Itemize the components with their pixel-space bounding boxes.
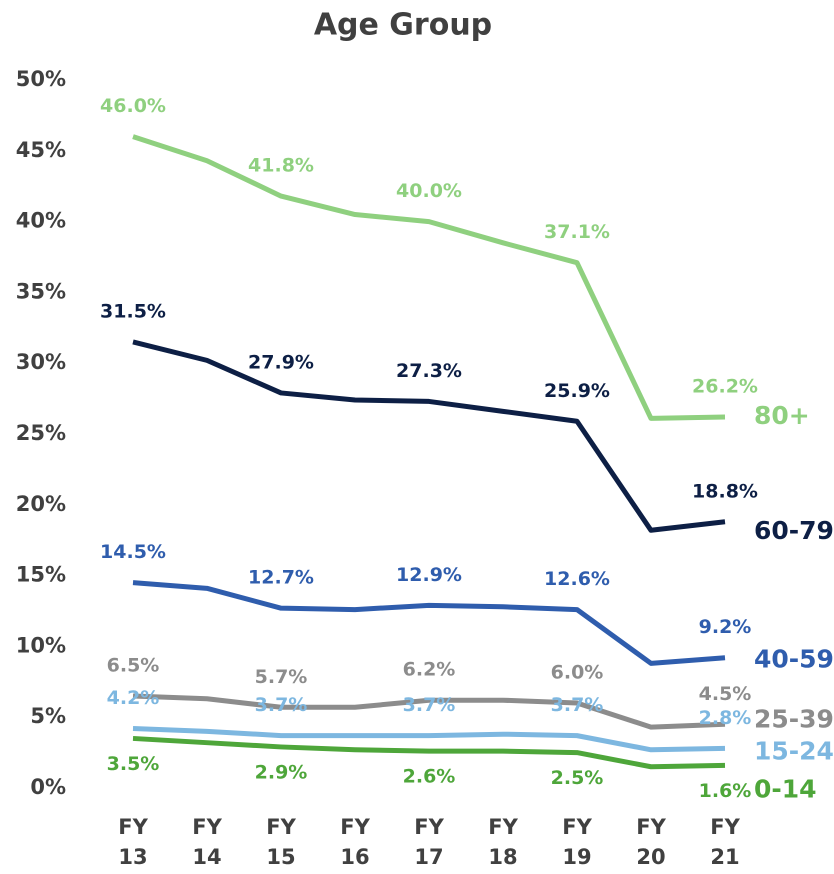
y-tick-label: 15%: [16, 563, 66, 587]
data-label: 41.8%: [248, 155, 314, 177]
data-label: 14.5%: [100, 541, 166, 563]
data-label: 6.2%: [403, 659, 456, 681]
data-label: 6.0%: [551, 662, 604, 684]
y-tick-label: 0%: [30, 775, 66, 799]
data-label: 2.5%: [551, 767, 604, 789]
series-line: [132, 580, 726, 666]
data-label: 4.2%: [107, 687, 160, 709]
x-tick-label: FY 21: [710, 815, 740, 869]
data-label: 27.9%: [248, 351, 314, 373]
data-label: 40.0%: [396, 180, 462, 202]
data-label: 9.2%: [699, 616, 752, 638]
legend-label: 0-14: [754, 774, 817, 803]
y-tick-label: 40%: [16, 209, 66, 233]
series-line: [132, 735, 726, 770]
data-label: 2.6%: [403, 766, 456, 788]
legend-label: 80+: [754, 401, 810, 430]
legend-label: 40-59: [754, 645, 834, 674]
data-label: 25.9%: [544, 380, 610, 402]
x-tick-label: FY 19: [562, 815, 592, 869]
x-tick-label: FY 20: [636, 815, 666, 869]
legend-label: 60-79: [754, 516, 834, 545]
y-tick-label: 35%: [16, 279, 66, 303]
data-label: 46.0%: [100, 95, 166, 117]
data-label: 3.5%: [107, 753, 160, 775]
y-tick-label: 5%: [30, 704, 66, 728]
legend-label: 25-39: [754, 704, 834, 733]
series-line: [132, 339, 726, 533]
y-tick-label: 50%: [16, 67, 66, 91]
x-tick-label: FY 14: [192, 815, 222, 869]
x-tick-label: FY 16: [340, 815, 370, 869]
data-label: 4.5%: [699, 683, 752, 705]
data-label: 18.8%: [692, 480, 758, 502]
data-label: 31.5%: [100, 300, 166, 322]
data-label: 3.7%: [403, 694, 456, 716]
data-label: 2.9%: [255, 761, 308, 783]
data-label: 12.7%: [248, 567, 314, 589]
x-tick-label: FY 17: [414, 815, 444, 869]
data-label: 37.1%: [544, 221, 610, 243]
data-label: 5.7%: [255, 666, 308, 688]
x-tick-label: FY 18: [488, 815, 518, 869]
x-tick-label: FY 13: [118, 815, 148, 869]
data-label: 12.9%: [396, 564, 462, 586]
y-tick-label: 30%: [16, 350, 66, 374]
y-tick-label: 45%: [16, 138, 66, 162]
series-line: [132, 134, 726, 421]
series-line: [132, 726, 726, 753]
chart-title: Age Group: [314, 8, 492, 43]
data-label: 3.7%: [551, 694, 604, 716]
data-label: 6.5%: [107, 654, 160, 676]
data-label: 27.3%: [396, 360, 462, 382]
y-tick-label: 10%: [16, 633, 66, 657]
legend-label: 15-24: [754, 736, 834, 765]
data-label: 3.7%: [255, 694, 308, 716]
x-tick-label: FY 15: [266, 815, 296, 869]
data-label: 26.2%: [692, 376, 758, 398]
series-line: [132, 693, 726, 730]
data-label: 12.6%: [544, 568, 610, 590]
data-label: 1.6%: [699, 780, 752, 802]
y-tick-label: 20%: [16, 492, 66, 516]
data-label: 2.8%: [699, 707, 752, 729]
y-tick-label: 25%: [16, 421, 66, 445]
